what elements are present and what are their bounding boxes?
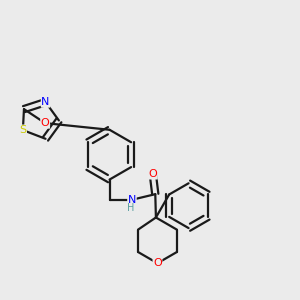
Text: O: O <box>153 258 162 268</box>
Text: H: H <box>127 203 134 214</box>
Text: N: N <box>41 97 50 107</box>
Text: O: O <box>41 118 50 128</box>
Text: S: S <box>19 125 26 135</box>
Text: O: O <box>148 169 157 179</box>
Text: N: N <box>128 195 136 205</box>
